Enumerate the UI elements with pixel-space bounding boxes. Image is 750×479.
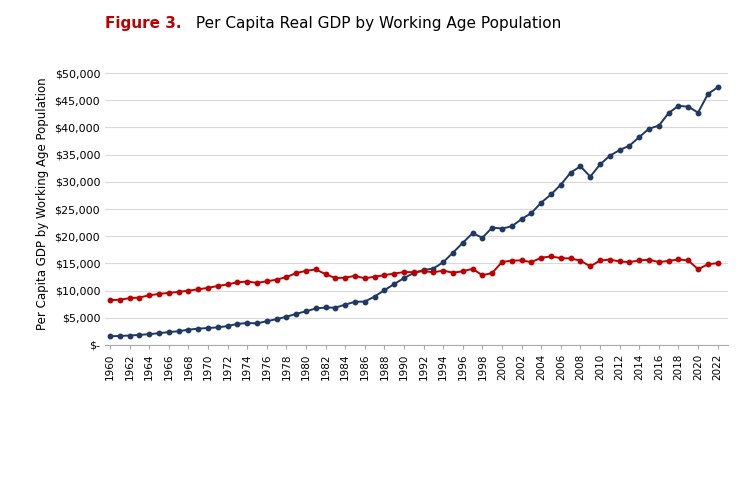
Korea-Per Capita GDP-Working Age Pop <box>713 84 722 90</box>
Mexico-Per Capita GDP-Working Age Pop <box>272 277 281 283</box>
Text: Per Capita Real GDP by Working Age Population: Per Capita Real GDP by Working Age Popul… <box>191 16 562 31</box>
Y-axis label: Per Capita GDP by Working Age Population: Per Capita GDP by Working Age Population <box>36 77 49 330</box>
Korea-Per Capita GDP-Working Age Pop <box>410 270 419 276</box>
Mexico-Per Capita GDP-Working Age Pop <box>390 271 399 276</box>
Korea-Per Capita GDP-Working Age Pop <box>390 281 399 287</box>
Mexico-Per Capita GDP-Working Age Pop <box>713 260 722 266</box>
Korea-Per Capita GDP-Working Age Pop <box>292 311 301 317</box>
Mexico-Per Capita GDP-Working Age Pop <box>410 269 419 275</box>
Korea-Per Capita GDP-Working Age Pop <box>704 91 712 97</box>
Line: Korea-Per Capita GDP-Working Age Pop: Korea-Per Capita GDP-Working Age Pop <box>108 85 720 339</box>
Korea-Per Capita GDP-Working Age Pop <box>527 210 536 216</box>
Mexico-Per Capita GDP-Working Age Pop <box>547 253 556 259</box>
Text: Figure 3.: Figure 3. <box>105 16 182 31</box>
Mexico-Per Capita GDP-Working Age Pop <box>527 259 536 265</box>
Korea-Per Capita GDP-Working Age Pop <box>106 333 115 339</box>
Mexico-Per Capita GDP-Working Age Pop <box>704 262 712 267</box>
Korea-Per Capita GDP-Working Age Pop <box>272 316 281 322</box>
Mexico-Per Capita GDP-Working Age Pop <box>106 297 115 303</box>
Mexico-Per Capita GDP-Working Age Pop <box>292 270 301 276</box>
Line: Mexico-Per Capita GDP-Working Age Pop: Mexico-Per Capita GDP-Working Age Pop <box>108 254 720 302</box>
